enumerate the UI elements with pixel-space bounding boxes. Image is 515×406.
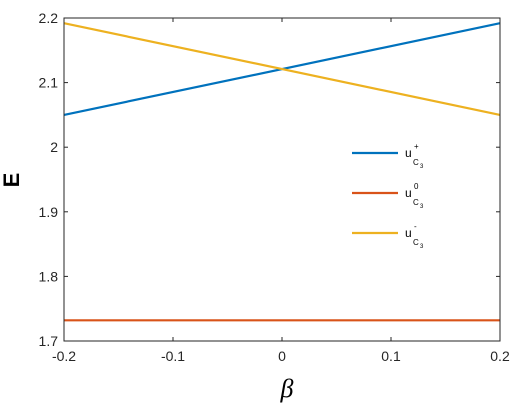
legend: u +C 3u 0C 3u -C 3 [352, 142, 424, 250]
legend-label-main: u [405, 146, 412, 160]
legend-label-sup: + [414, 142, 419, 151]
legend-label-sub: C [413, 198, 419, 207]
y-axis-label: E [0, 173, 24, 188]
y-tick-label: 2 [50, 139, 58, 155]
y-tick-label: 1.9 [39, 204, 59, 220]
legend-label-main: u [405, 226, 412, 240]
y-tick-label: 2.1 [39, 75, 59, 91]
x-tick-label: 0 [278, 348, 286, 364]
legend-label-sub: C [413, 238, 419, 247]
y-tick-label: 1.8 [39, 268, 59, 284]
x-tick-label: -0.2 [52, 348, 76, 364]
legend-label-sub: C [413, 158, 419, 167]
plot-area [64, 18, 500, 341]
legend-label-main: u [405, 186, 412, 200]
legend-label-subsub: 3 [420, 204, 424, 210]
y-tick-label: 1.7 [39, 333, 59, 349]
x-tick-label: 0.1 [381, 348, 401, 364]
x-tick-label: 0.2 [490, 348, 510, 364]
x-axis: -0.2 -0.1 0 0.1 0.2 [52, 18, 510, 364]
legend-label-subsub: 3 [420, 244, 424, 250]
y-tick-label: 2.2 [39, 10, 59, 26]
series-layer [63, 22, 501, 322]
x-tick-label: -0.1 [161, 348, 185, 364]
legend-label-sup: 0 [414, 182, 419, 191]
series-line-2 [63, 22, 501, 116]
legend-label-subsub: 3 [420, 164, 424, 170]
x-axis-label: β [280, 374, 294, 403]
legend-label-sup: - [414, 222, 417, 231]
y-axis: 1.7 1.8 1.9 2 2.1 2.2 [39, 10, 500, 349]
